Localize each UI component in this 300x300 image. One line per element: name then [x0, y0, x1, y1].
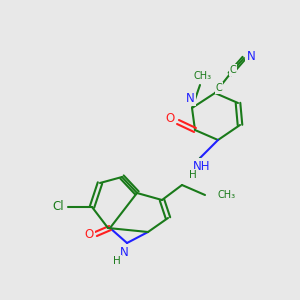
Text: H: H — [113, 256, 121, 266]
Text: N: N — [186, 92, 194, 104]
Text: CH₃: CH₃ — [217, 190, 235, 200]
Text: NH: NH — [193, 160, 211, 172]
Text: O: O — [165, 112, 175, 125]
Text: N: N — [120, 245, 128, 259]
Text: CH₃: CH₃ — [194, 71, 212, 81]
Text: C: C — [230, 65, 236, 75]
Text: C: C — [216, 83, 222, 93]
Text: O: O — [84, 227, 94, 241]
Text: N: N — [247, 50, 255, 64]
Text: Cl: Cl — [52, 200, 64, 214]
Text: H: H — [189, 170, 197, 180]
